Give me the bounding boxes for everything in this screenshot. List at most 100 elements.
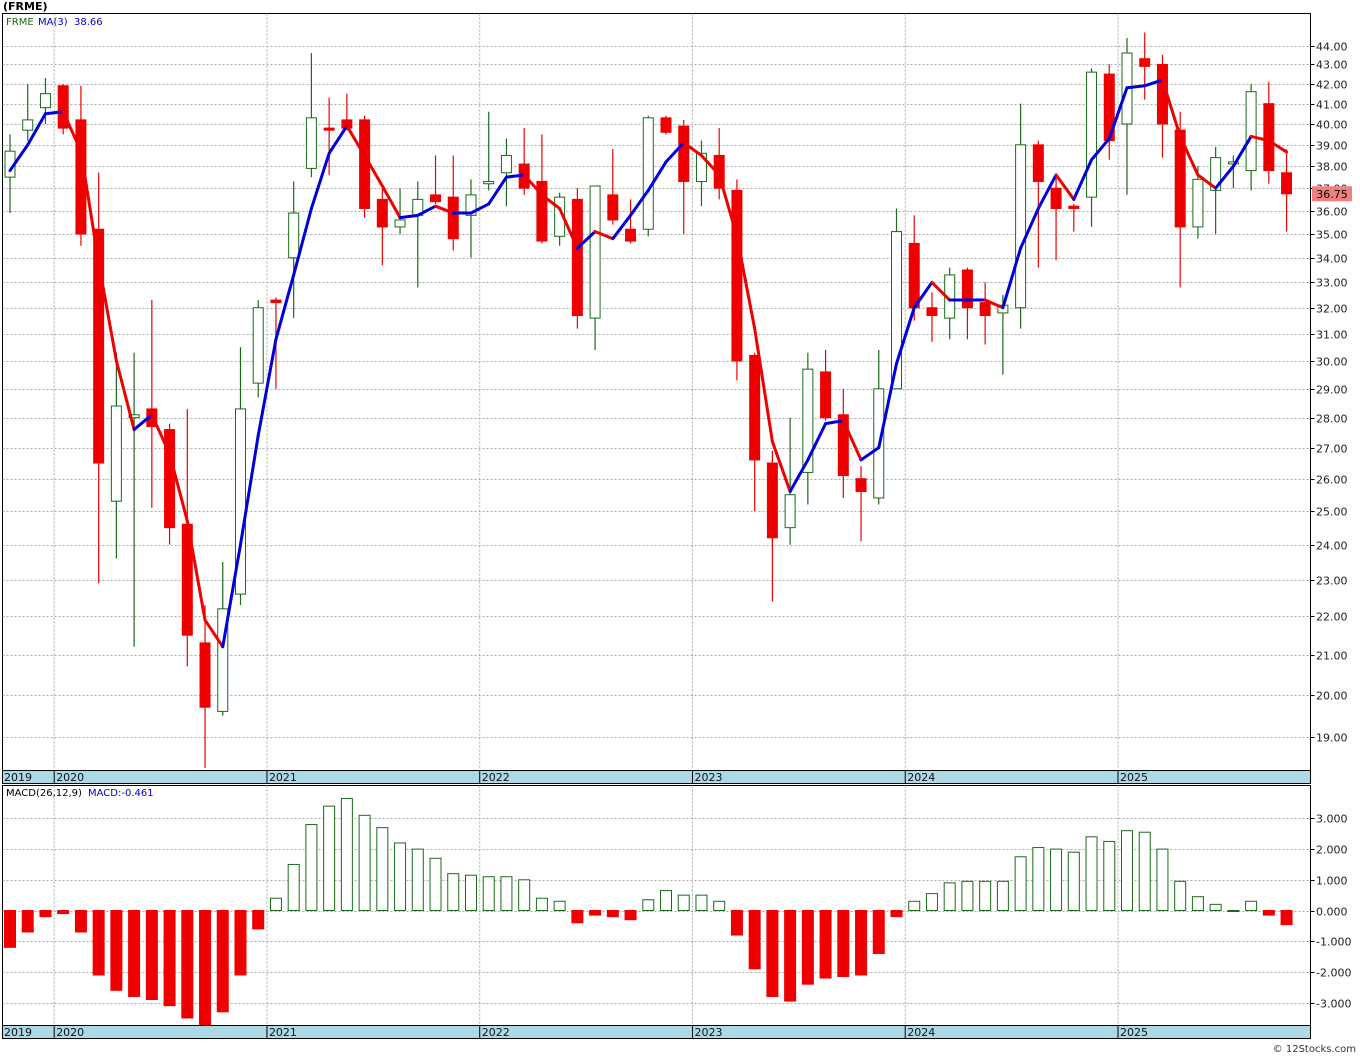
macd-value-label: MACD:-0.461 xyxy=(88,788,154,799)
candle xyxy=(1263,81,1275,184)
macd-bar-positive xyxy=(979,880,992,912)
y-tick-label: 39.00 xyxy=(1316,140,1348,153)
ma3-segment xyxy=(1125,84,1147,90)
macd-bar-negative xyxy=(819,910,832,979)
price-x-axis: 2019 2020 2021 2022 2023 2024 2025 xyxy=(2,770,1311,784)
ma3-segment xyxy=(97,261,118,363)
candle-body-up xyxy=(802,368,814,473)
ma3-segment xyxy=(558,206,579,250)
macd-bar-negative xyxy=(57,910,70,915)
y-tick-label: 20.00 xyxy=(1316,690,1348,703)
macd-bar-positive xyxy=(1067,851,1080,911)
macd-bar-positive xyxy=(287,863,300,912)
candle-body-down xyxy=(607,194,619,221)
candle xyxy=(22,83,34,141)
candle-body-down xyxy=(766,462,778,539)
macd-bar-positive xyxy=(695,894,708,912)
ma3-segment xyxy=(327,124,349,155)
candle-body-down xyxy=(1263,103,1275,172)
ma3-segment xyxy=(363,153,384,188)
candle xyxy=(394,188,406,234)
y-tick-label: 28.00 xyxy=(1316,413,1348,426)
candle xyxy=(483,111,495,191)
candle-body-up xyxy=(465,194,477,216)
ma3-segment xyxy=(895,306,916,366)
ma3-segment xyxy=(79,149,101,265)
macd-bar-positive xyxy=(340,797,353,912)
candle-body-down xyxy=(731,189,743,362)
candle xyxy=(1281,149,1293,232)
candle-body-down xyxy=(678,125,690,183)
ma3-line xyxy=(8,78,1289,649)
macd-x-tick-label: 2024 xyxy=(907,1026,935,1039)
ma3-segment xyxy=(682,141,703,157)
candle-body-down xyxy=(1068,205,1080,209)
y-tick-label: 43.00 xyxy=(1316,59,1348,72)
candle xyxy=(323,97,335,175)
candle xyxy=(234,347,246,606)
macd-bar-positive xyxy=(376,827,389,911)
candle-body-down xyxy=(837,414,849,477)
ma3-segment xyxy=(1054,173,1076,201)
macd-x-tick-label: 2022 xyxy=(482,1026,510,1039)
candle xyxy=(1210,146,1222,234)
ma3-segment xyxy=(717,173,739,238)
candle-body-up xyxy=(784,494,796,529)
y-tick-label: 44.00 xyxy=(1316,41,1348,54)
x-tick-label: 2025 xyxy=(1120,771,1148,784)
ma3-segment xyxy=(824,419,845,426)
ma3-segment xyxy=(434,204,455,215)
candle xyxy=(749,352,761,512)
candle-body-down xyxy=(447,196,459,240)
macd-y-tick-label: 3.000 xyxy=(1316,813,1348,826)
macd-bar-negative xyxy=(128,910,141,997)
candle-body-down xyxy=(979,302,991,316)
macd-bar-positive xyxy=(1209,903,1222,911)
ma3-segment xyxy=(1107,86,1129,141)
ma3-segment xyxy=(292,206,313,277)
candle xyxy=(110,352,122,559)
ma3-segment xyxy=(1072,158,1094,201)
macd-bar-positive xyxy=(642,899,655,912)
ma3-segment xyxy=(345,124,367,157)
candle-body-down xyxy=(323,127,335,131)
candle-body-down xyxy=(820,371,832,419)
candle-body-down xyxy=(199,642,211,708)
candle xyxy=(766,450,778,602)
y-tick-label: 29.00 xyxy=(1316,384,1348,397)
candle-body-up xyxy=(128,414,140,419)
candle xyxy=(678,119,690,234)
candle-body-down xyxy=(376,198,388,228)
ma3-segment xyxy=(380,184,402,220)
candle-body-up xyxy=(234,408,246,595)
ma3-segment xyxy=(1267,139,1289,154)
candle xyxy=(359,115,371,218)
macd-bar-negative xyxy=(92,910,105,976)
macd-bar-positive xyxy=(943,882,956,911)
candle-body-down xyxy=(926,307,938,316)
ma3-segment xyxy=(1214,164,1235,190)
ma3-segment xyxy=(983,298,1005,310)
macd-bar-negative xyxy=(1262,910,1275,916)
macd-bar-positive xyxy=(1014,856,1027,912)
ma3-segment xyxy=(806,422,828,462)
ma3-segment xyxy=(930,280,952,302)
macd-bar-positive xyxy=(553,900,566,911)
ma3-segment xyxy=(26,112,47,147)
macd-y-tick-label: 0.000 xyxy=(1316,906,1348,919)
ma3-segment xyxy=(398,213,420,220)
macd-bar-negative xyxy=(801,910,814,985)
ma3-segment xyxy=(221,543,242,649)
macd-y-tick-label: -3.000 xyxy=(1316,998,1351,1011)
y-tick-label: 26.00 xyxy=(1316,474,1348,487)
ma3-segment xyxy=(859,446,881,462)
macd-bar-positive xyxy=(677,894,690,912)
macd-bar-positive xyxy=(305,824,318,911)
candle-body-down xyxy=(1281,172,1293,195)
macd-y-tick-label: -2.000 xyxy=(1316,967,1351,980)
macd-x-tick-label: 2020 xyxy=(56,1026,84,1039)
macd-bar-negative xyxy=(199,910,212,1028)
candle-body-down xyxy=(1174,129,1186,228)
ma3-segment xyxy=(168,452,189,523)
candle xyxy=(642,115,654,237)
